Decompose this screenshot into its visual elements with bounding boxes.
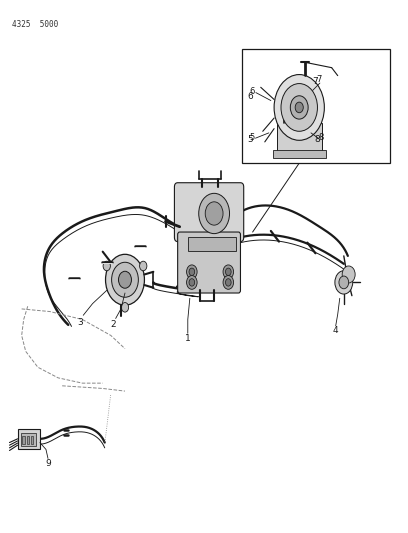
- Circle shape: [112, 262, 138, 297]
- Circle shape: [339, 276, 349, 289]
- Text: 5: 5: [249, 133, 255, 142]
- Bar: [18, 429, 40, 449]
- Text: 2: 2: [110, 320, 115, 329]
- Circle shape: [342, 266, 355, 283]
- Text: 8: 8: [315, 135, 320, 144]
- Bar: [22, 436, 25, 444]
- Circle shape: [295, 102, 303, 113]
- Text: 9: 9: [45, 459, 51, 469]
- Circle shape: [140, 261, 147, 271]
- Text: 3: 3: [78, 318, 83, 327]
- Text: 8: 8: [318, 133, 324, 142]
- Circle shape: [189, 279, 195, 286]
- Bar: [27, 436, 29, 444]
- Bar: [242, 49, 390, 163]
- Text: 6: 6: [250, 87, 255, 96]
- Text: 7: 7: [313, 77, 318, 86]
- Text: 6: 6: [248, 92, 253, 101]
- Circle shape: [205, 202, 223, 225]
- Circle shape: [189, 268, 195, 276]
- Text: 1: 1: [185, 334, 191, 343]
- Circle shape: [103, 261, 111, 271]
- Text: 7: 7: [317, 75, 322, 84]
- Bar: [188, 237, 236, 251]
- Text: 4: 4: [333, 326, 339, 335]
- Circle shape: [274, 75, 324, 140]
- Bar: [21, 433, 36, 446]
- Bar: [273, 150, 326, 158]
- Bar: [31, 436, 33, 444]
- Circle shape: [335, 271, 353, 294]
- Circle shape: [121, 303, 129, 312]
- Circle shape: [186, 276, 197, 289]
- FancyBboxPatch shape: [174, 183, 244, 241]
- Circle shape: [106, 254, 144, 305]
- Circle shape: [290, 96, 308, 119]
- Circle shape: [281, 84, 317, 131]
- Text: 5: 5: [248, 135, 253, 144]
- Circle shape: [118, 271, 131, 288]
- Circle shape: [186, 265, 197, 279]
- Text: 4325  5000: 4325 5000: [11, 20, 58, 29]
- Bar: [277, 123, 322, 152]
- Circle shape: [199, 193, 230, 233]
- FancyBboxPatch shape: [177, 232, 240, 293]
- Circle shape: [226, 279, 231, 286]
- Circle shape: [223, 276, 234, 289]
- Circle shape: [223, 265, 234, 279]
- Circle shape: [226, 268, 231, 276]
